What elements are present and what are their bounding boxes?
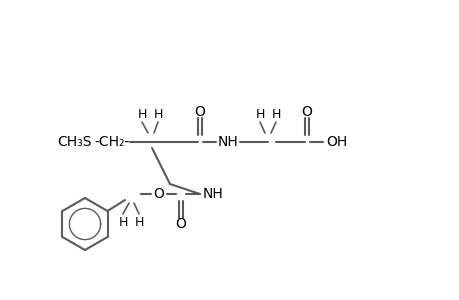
Text: OH: OH: [326, 135, 347, 149]
Text: -CH₂-: -CH₂-: [94, 135, 129, 149]
Text: H: H: [134, 215, 143, 229]
Text: H: H: [271, 107, 280, 121]
Text: H: H: [118, 215, 128, 229]
Text: O: O: [194, 105, 205, 119]
Text: NH: NH: [217, 135, 238, 149]
Text: O: O: [153, 187, 164, 201]
Text: NH: NH: [202, 187, 223, 201]
Text: H: H: [137, 107, 146, 121]
Text: O: O: [175, 217, 186, 231]
Text: CH₃S: CH₃S: [58, 135, 92, 149]
Text: H: H: [153, 107, 162, 121]
Text: O: O: [301, 105, 312, 119]
Text: H: H: [255, 107, 264, 121]
